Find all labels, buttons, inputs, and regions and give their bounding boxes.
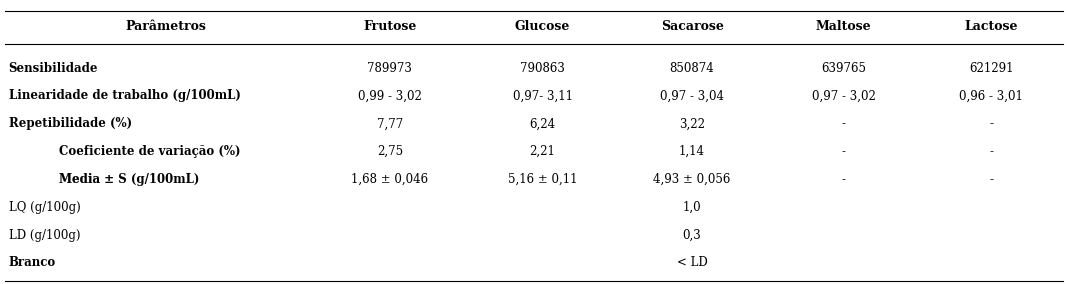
Text: 1,14: 1,14 [679,145,705,158]
Text: 850874: 850874 [670,62,714,75]
Text: Maltose: Maltose [816,20,871,34]
Text: 4,93 ± 0,056: 4,93 ± 0,056 [654,173,731,186]
Text: LQ (g/100g): LQ (g/100g) [9,201,80,214]
Text: -: - [842,145,846,158]
Text: 7,77: 7,77 [377,117,403,130]
Text: 621291: 621291 [969,62,1014,75]
Text: Lactose: Lactose [964,20,1018,34]
Text: 0,97- 3,11: 0,97- 3,11 [513,89,572,103]
Text: 2,75: 2,75 [377,145,403,158]
Text: Linearidade de trabalho (g/100mL): Linearidade de trabalho (g/100mL) [9,89,240,103]
Text: Media ± S (g/100mL): Media ± S (g/100mL) [59,173,199,186]
Text: 5,16 ± 0,11: 5,16 ± 0,11 [507,173,578,186]
Text: Media ±     (g/100mL): Media ± (g/100mL) [59,173,197,186]
Text: -: - [989,145,993,158]
Text: -: - [989,117,993,130]
Text: < LD: < LD [677,256,707,270]
Text: Sensibilidade: Sensibilidade [9,62,98,75]
Text: Branco: Branco [9,256,56,270]
Text: 6,24: 6,24 [530,117,555,130]
Text: -: - [842,173,846,186]
Text: 3,22: 3,22 [679,117,705,130]
Text: 0,3: 0,3 [682,229,702,242]
Text: -: - [989,173,993,186]
Text: 639765: 639765 [821,62,866,75]
Text: 0,97 - 3,02: 0,97 - 3,02 [812,89,876,103]
Text: 790863: 790863 [520,62,565,75]
Text: Coeficiente de variação (%): Coeficiente de variação (%) [59,145,240,158]
Text: 1,0: 1,0 [682,201,702,214]
Text: Parâmetros: Parâmetros [125,20,206,34]
Text: 2,21: 2,21 [530,145,555,158]
Text: LD (g/100g): LD (g/100g) [9,229,80,242]
Text: 1,68 ± 0,046: 1,68 ± 0,046 [351,173,428,186]
Text: Sacarose: Sacarose [661,20,723,34]
Text: 0,99 - 3,02: 0,99 - 3,02 [358,89,422,103]
Text: Glucose: Glucose [515,20,570,34]
Text: 789973: 789973 [367,62,412,75]
Text: Media ±: Media ± [59,173,117,186]
Text: Repetibilidade (%): Repetibilidade (%) [9,117,131,130]
Text: 0,97 - 3,04: 0,97 - 3,04 [660,89,724,103]
Text: -: - [842,117,846,130]
Text: Frutose: Frutose [363,20,417,34]
Text: 0,96 - 3,01: 0,96 - 3,01 [959,89,1023,103]
